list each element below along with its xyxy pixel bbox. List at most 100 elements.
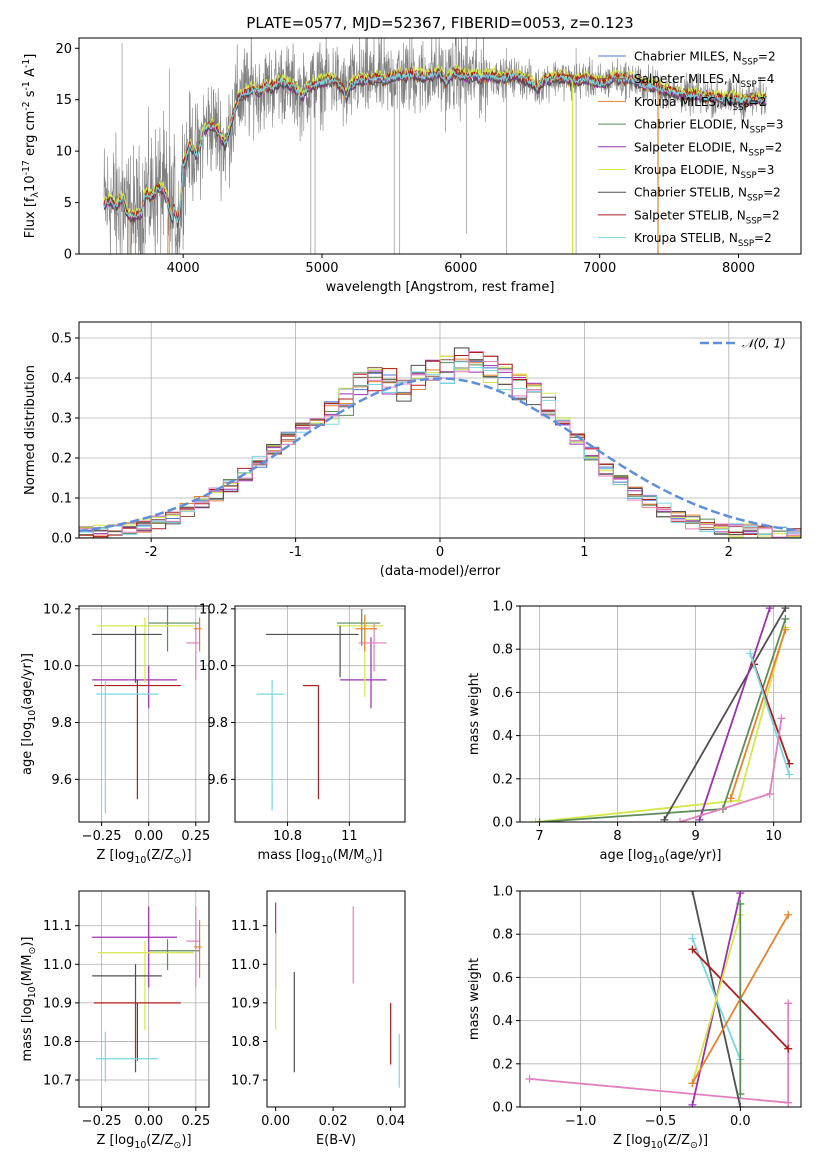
weight-marker: [736, 1103, 745, 1107]
weight-marker: [660, 815, 669, 822]
x-axis-label: (data-model)/error: [380, 564, 501, 579]
age_vs_mass-plot-area: [256, 608, 387, 811]
x-axis-label: age [log10(age/yr)]: [600, 848, 722, 866]
y-tick-label: 11.1: [43, 919, 72, 934]
y-tick-label: 10.0: [199, 659, 228, 674]
weight-marker: [736, 1090, 745, 1099]
y-tick-label: 5: [64, 196, 72, 211]
x-tick-label: -2: [145, 545, 158, 560]
axes-frame-mw_vs_age: [519, 605, 802, 823]
mass_vs_Z-plot-area: [92, 906, 202, 1082]
histogram-plot-area: [79, 347, 801, 538]
y-tick-label: 11.0: [43, 958, 72, 973]
legend-label: Chabrier MILES, NSSP=2: [634, 50, 776, 68]
x-tick-label: 0.25: [181, 1114, 210, 1129]
x-tick-label: 0.02: [319, 1114, 348, 1129]
y-tick-label: 0.3: [51, 412, 72, 427]
legend-label: Chabrier STELIB, NSSP=2: [634, 186, 781, 204]
weight-marker: [736, 899, 745, 908]
y-axis-label: mass weight: [467, 958, 482, 1040]
y-tick-label: 10.7: [231, 1074, 260, 1089]
y-tick-label: 9.6: [207, 773, 228, 788]
x-tick-label: 8: [613, 829, 621, 844]
mw_vs_age-plot-area: [531, 606, 794, 822]
x-tick-label: 4000: [167, 261, 200, 276]
x-tick-label: 0.0: [730, 1114, 751, 1129]
weight-line-kroupa-miles: [729, 629, 787, 799]
mw_vs_Z-plot-area: [525, 891, 793, 1107]
y-tick-label: 10.9: [231, 996, 260, 1011]
legend-label: Kroupa MILES, NSSP=2: [634, 95, 767, 113]
weight-line-chabrier-stelib: [663, 607, 787, 821]
legend-label: 𝒩(0, 1): [742, 337, 786, 351]
axes-frame-age_vs_Z: [78, 605, 210, 823]
weight-marker: [784, 1098, 793, 1107]
weight-marker: [688, 1100, 697, 1107]
x-tick-label: 8000: [722, 261, 755, 276]
y-tick-label: 0.0: [51, 532, 72, 547]
histogram-pink: [79, 351, 801, 538]
legend-label: Chabrier ELODIE, NSSP=3: [634, 118, 783, 136]
y-tick-label: 0.4: [492, 1014, 513, 1029]
y-tick-label: 0.0: [492, 816, 513, 831]
weight-marker: [695, 815, 704, 822]
age_vs_Z-plot-area: [92, 606, 202, 814]
weight-marker: [736, 891, 745, 898]
weight-marker: [765, 606, 774, 613]
x-axis-label: wavelength [Angstrom, rest frame]: [326, 280, 555, 295]
legend-label: Salpeter STELIB, NSSP=2: [634, 208, 780, 226]
legend-label: Kroupa STELIB, NSSP=2: [634, 231, 772, 249]
y-tick-label: 0.6: [492, 686, 513, 701]
x-tick-label: −1.0: [565, 1114, 597, 1129]
x-tick-label: 0.00: [261, 1114, 290, 1129]
weight-marker: [781, 614, 790, 623]
y-tick-label: 0.0: [492, 1101, 513, 1116]
y-tick-label: 10.2: [43, 602, 72, 617]
x-axis-label: Z [log10(Z/Z⊙)]: [96, 848, 191, 866]
weight-marker: [688, 945, 697, 954]
y-tick-label: 0.8: [492, 643, 513, 658]
y-tick-label: 1.0: [492, 600, 513, 615]
x-tick-label: 7000: [583, 261, 616, 276]
y-tick-label: 0.8: [492, 928, 513, 943]
normal-curve: [79, 377, 799, 533]
x-tick-label: 7: [535, 829, 543, 844]
x-tick-label: 10.8: [273, 829, 302, 844]
weight-marker: [676, 818, 685, 822]
x-tick-label: 0: [436, 545, 444, 560]
weight-marker: [746, 649, 755, 658]
x-tick-label: 9: [691, 829, 699, 844]
weight-marker: [784, 999, 793, 1008]
y-tick-label: 0.5: [51, 332, 72, 347]
weight-line-pink: [529, 1003, 790, 1104]
y-tick-label: 0: [64, 248, 72, 263]
weight-marker: [531, 818, 540, 822]
weight-marker: [785, 770, 794, 779]
y-axis-label: Flux [fλ10-17 erg cm-2 s-1 A-1]: [21, 54, 41, 239]
y-tick-label: 15: [55, 93, 72, 108]
y-tick-label: 0.2: [51, 452, 72, 467]
weight-marker: [765, 789, 774, 798]
y-tick-label: 10.7: [43, 1074, 72, 1089]
y-tick-label: 20: [55, 42, 72, 57]
x-tick-label: 6000: [444, 261, 477, 276]
weight-marker: [784, 1044, 793, 1053]
axes-frame-mass_vs_Z: [78, 890, 210, 1108]
x-tick-label: 0.04: [376, 1114, 405, 1129]
x-tick-label: 10: [765, 829, 782, 844]
weight-marker: [535, 818, 544, 822]
y-tick-label: 0.2: [492, 1057, 513, 1072]
weight-marker: [726, 794, 735, 803]
y-axis-label: Normed distribution: [23, 365, 38, 495]
x-tick-label: −0.5: [645, 1114, 677, 1129]
x-tick-label: 1: [580, 545, 588, 560]
y-tick-label: 9.8: [51, 716, 72, 731]
y-axis-label: mass [log10(M/M⊙)]: [20, 937, 38, 1062]
weight-marker: [688, 1079, 697, 1088]
y-tick-label: 10.9: [43, 996, 72, 1011]
legend-label: Salpeter ELODIE, NSSP=2: [634, 140, 782, 158]
weight-line-salpeter-elodie: [698, 607, 771, 821]
mass_vs_ebv-plot-area: [275, 902, 400, 1088]
model-spectrum-kroupa-stelib: [103, 70, 767, 223]
y-tick-label: 0.4: [51, 372, 72, 387]
